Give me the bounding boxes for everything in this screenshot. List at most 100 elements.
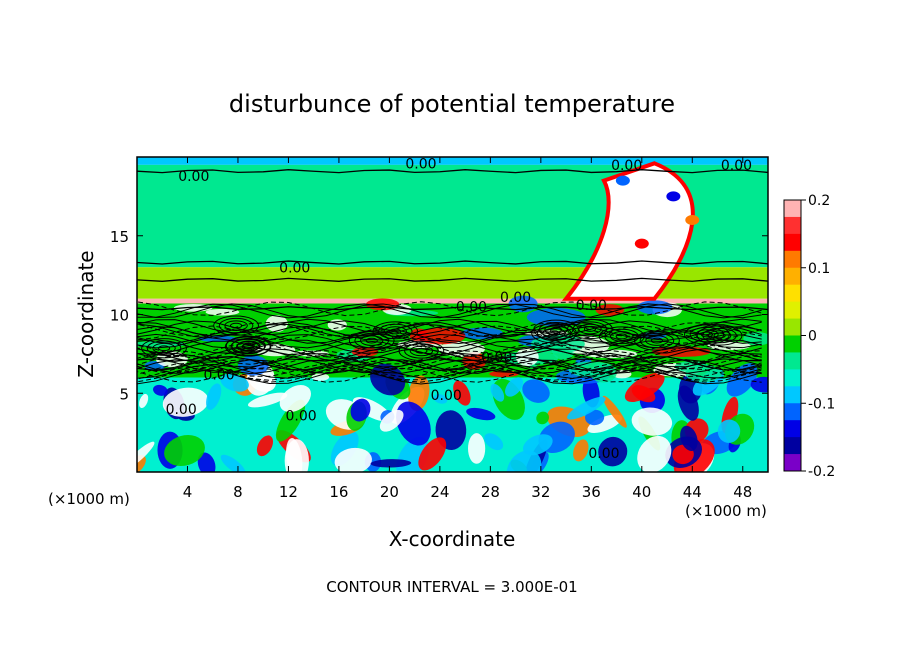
- eddy-low: [522, 379, 550, 403]
- contour-ring: [695, 329, 719, 340]
- colorbar-swatch: [784, 403, 801, 421]
- x-tick-label: 32: [531, 483, 550, 501]
- eddy-low: [585, 409, 605, 426]
- colorbar-swatch: [784, 437, 801, 455]
- contour-ring: [398, 340, 445, 361]
- contour-ring: [224, 320, 248, 331]
- contour-ring: [236, 340, 261, 352]
- plume-cell: [634, 238, 649, 249]
- y-unit-label: (×1000 m): [48, 490, 130, 508]
- contour-line: [137, 359, 762, 375]
- contour-line: [137, 321, 762, 337]
- eddy-mid: [526, 308, 586, 327]
- contour-line: [137, 301, 762, 317]
- colorbar-tick-label: 0.1: [808, 261, 830, 277]
- contour-line: [137, 277, 768, 282]
- colorbar-swatch: [784, 386, 801, 404]
- contour-ring: [702, 327, 737, 344]
- field-layer: [137, 157, 768, 165]
- eddy-low: [726, 363, 758, 397]
- colorbar-swatch: [784, 454, 801, 472]
- x-tick-label: 44: [683, 483, 702, 501]
- colorbar-swatch: [784, 301, 801, 320]
- eddy-low: [490, 383, 505, 402]
- colorbar-tick-label: -0.2: [808, 464, 835, 480]
- y-tick-label: 5: [119, 385, 129, 403]
- plume-cell: [685, 215, 700, 225]
- contour-ring: [141, 338, 187, 359]
- contour-label: 0.00: [166, 402, 197, 418]
- contour-ring: [542, 327, 566, 339]
- contour-ring: [157, 345, 171, 352]
- contour-ring: [383, 326, 407, 337]
- contour-label: 0.00: [431, 388, 462, 404]
- eddy-low: [631, 407, 673, 436]
- eddy-low: [220, 373, 249, 392]
- eddy-low: [598, 436, 628, 467]
- chart-title: disturbunce of potential temperature: [229, 90, 675, 118]
- eddy-low: [206, 383, 222, 410]
- contour-ring: [610, 331, 634, 342]
- field-layer: [137, 298, 768, 304]
- eddy-low: [162, 387, 209, 417]
- eddy-low: [433, 394, 448, 404]
- contour-line: [137, 348, 762, 364]
- contour-ring: [389, 328, 402, 335]
- eddy-low: [637, 435, 672, 472]
- contour-ring: [218, 317, 254, 334]
- contour-lines: [137, 169, 768, 385]
- eddy-low: [350, 398, 371, 422]
- colorbar-swatch: [784, 420, 801, 438]
- contour-ring: [567, 318, 613, 340]
- eddy-low: [139, 393, 149, 408]
- contour-label: 0.00: [178, 169, 209, 185]
- eddy-low: [408, 375, 430, 411]
- x-tick-label: 36: [582, 483, 601, 501]
- contour-ring: [696, 325, 743, 346]
- contour-ring: [360, 335, 384, 346]
- eddy-low: [587, 414, 622, 433]
- eddy-low: [197, 452, 216, 472]
- contour-ring: [242, 342, 255, 349]
- eddy-low: [522, 434, 553, 456]
- eddy-low: [680, 425, 698, 451]
- contour-ring: [230, 338, 266, 355]
- contour-line: [137, 355, 762, 371]
- contour-line: [137, 358, 762, 374]
- colorbar-swatch: [784, 233, 801, 252]
- contour-ring: [713, 332, 726, 339]
- x-tick-label: 8: [233, 483, 243, 501]
- contour-ring: [241, 343, 254, 350]
- contour-labels: 0.00 0.00 0.00 0.00 0.00 0.00 0.00 0.00 0.00 0.00…: [166, 156, 752, 462]
- colorbar-swatch: [784, 250, 801, 269]
- x-tick-label: 24: [430, 483, 449, 501]
- contour-line: [137, 359, 762, 375]
- colorbar-swatch: [784, 318, 801, 336]
- plot-area: 0.00 0.00 0.00 0.00 0.00 0.00 0.00 0.00 0.00 0.00…: [137, 156, 768, 472]
- contour-label: 0.00: [576, 298, 607, 314]
- x-tick-label: 12: [279, 483, 298, 501]
- eddy-low: [573, 439, 589, 462]
- x-tick-label: 16: [329, 483, 348, 501]
- contour-ring: [229, 322, 243, 329]
- contour-ring: [409, 345, 434, 357]
- contour-line: [137, 354, 762, 370]
- eddy-low: [750, 376, 768, 393]
- y-axis-ticks: 5 10 15: [110, 228, 768, 403]
- eddy-low: [453, 380, 471, 406]
- eddy-low: [247, 392, 288, 408]
- plume-cell: [615, 175, 630, 186]
- contour-ring: [615, 333, 628, 340]
- contour-ring: [583, 326, 597, 332]
- contour-line: [137, 339, 762, 355]
- contour-label: 0.00: [500, 290, 531, 306]
- contour-label: 0.00: [405, 156, 436, 172]
- contour-label: 0.00: [721, 158, 752, 174]
- contour-line: [137, 325, 762, 341]
- contour-ring: [213, 315, 259, 336]
- colorbar-swatch: [784, 267, 801, 286]
- contour-label: 0.00: [611, 158, 642, 174]
- contour-ring: [354, 332, 390, 349]
- eddy-low: [370, 459, 412, 468]
